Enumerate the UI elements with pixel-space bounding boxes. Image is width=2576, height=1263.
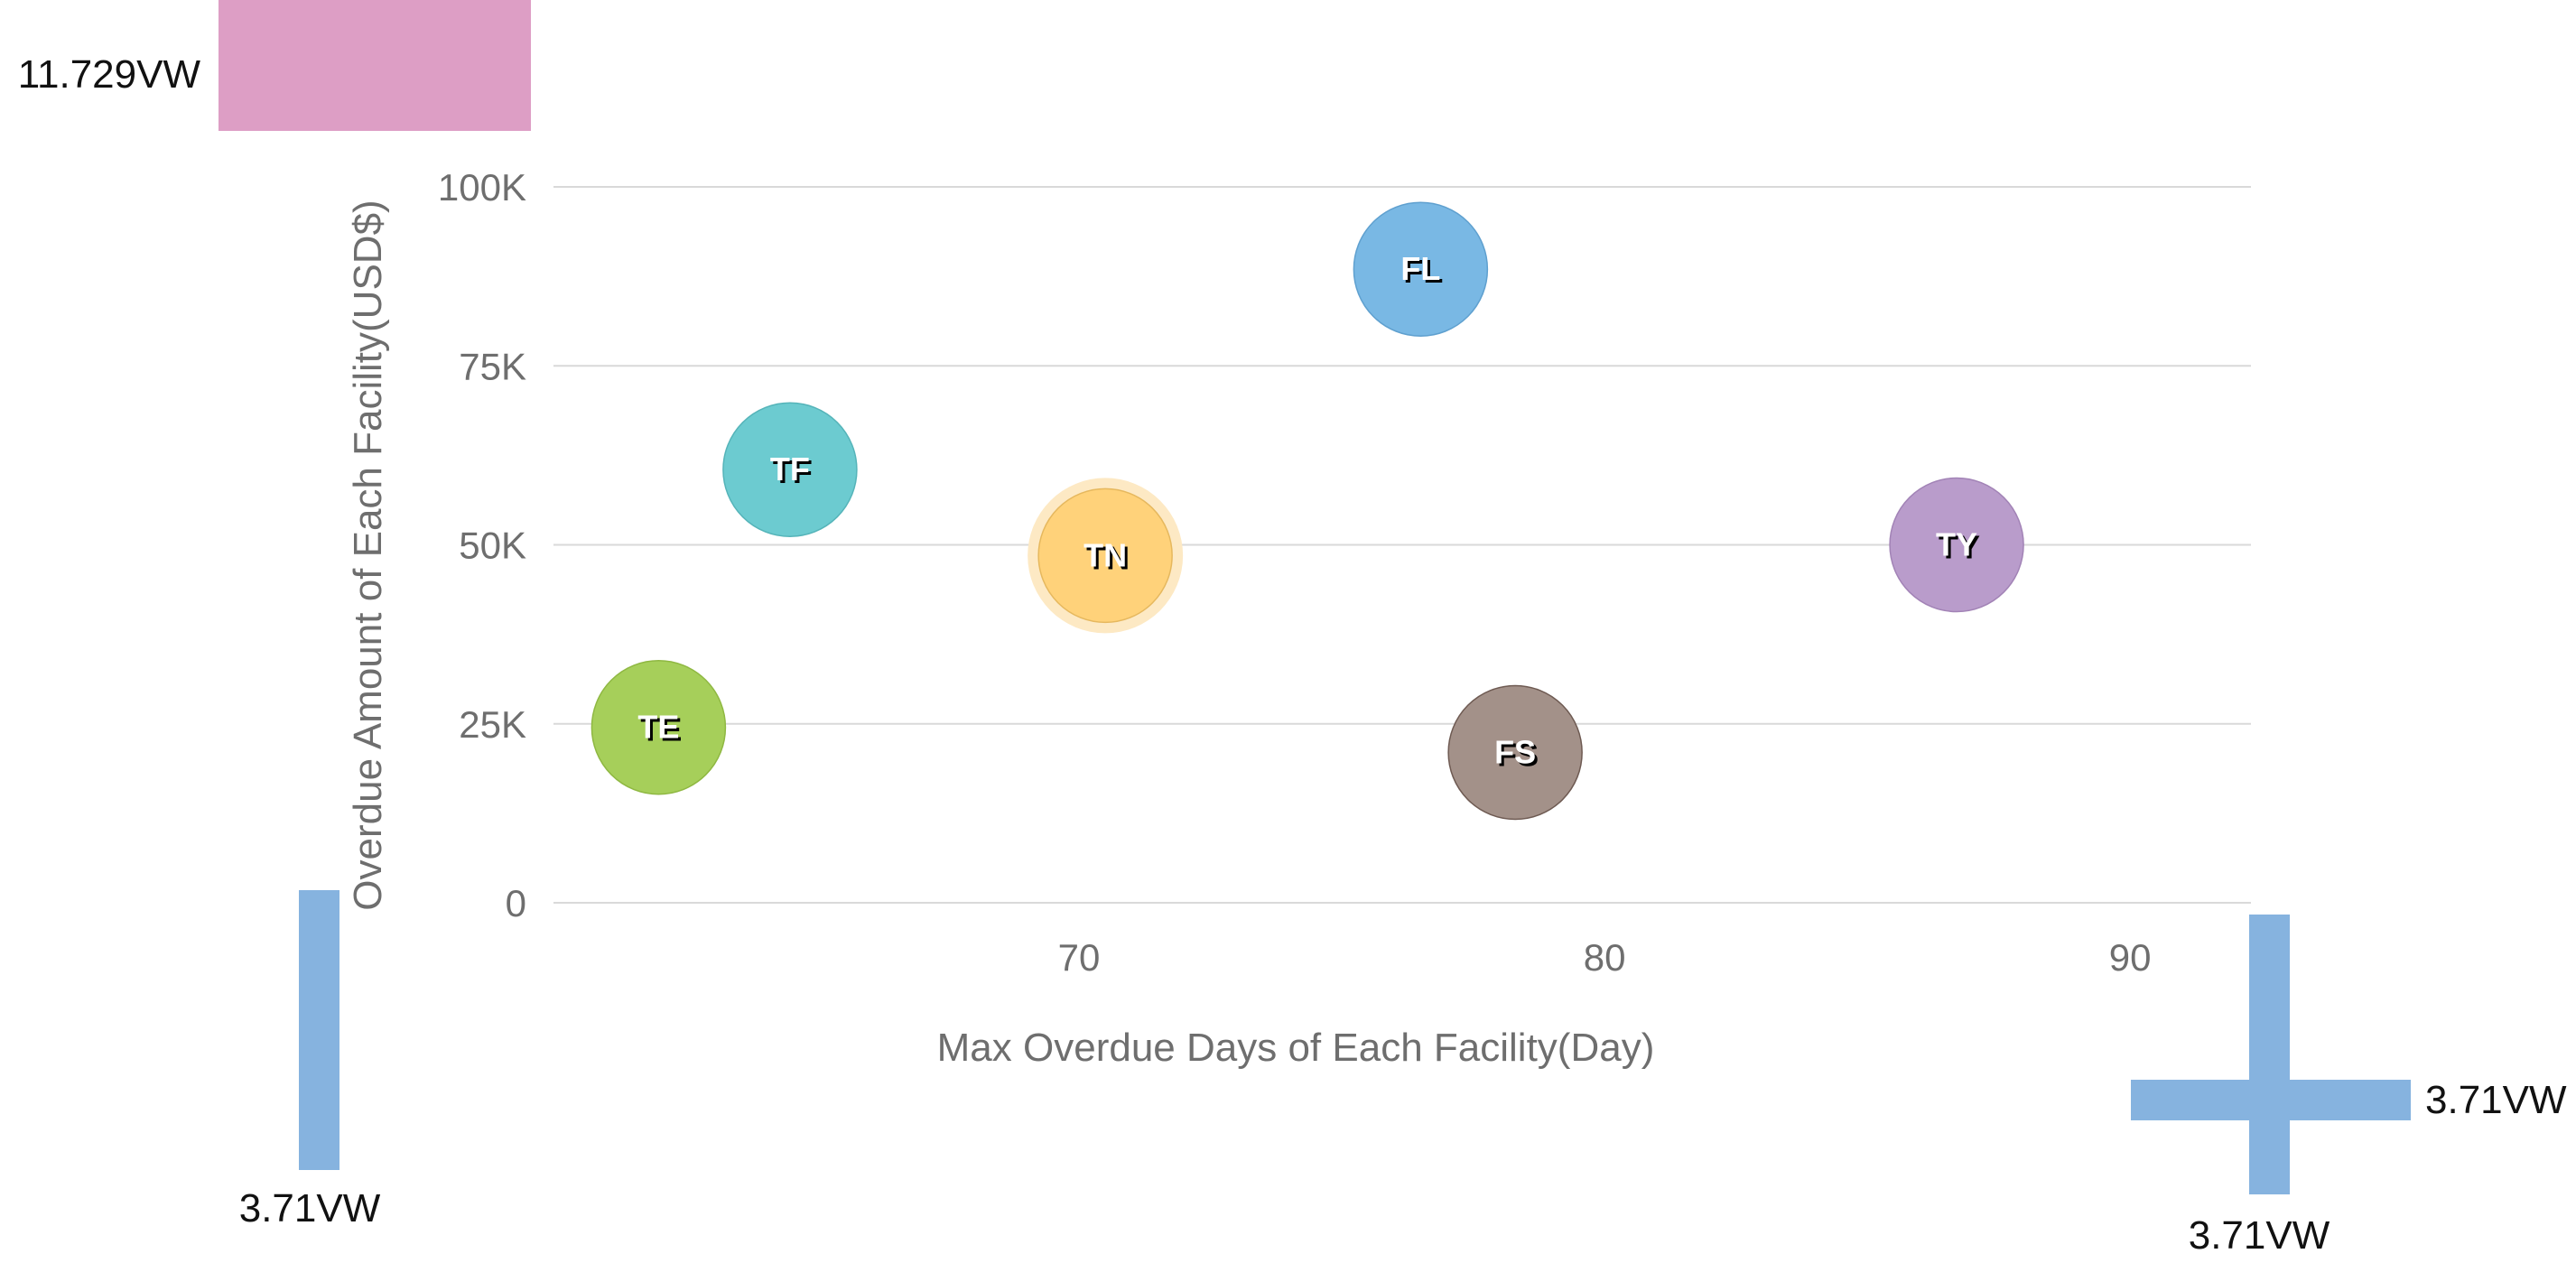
x-tick-label: 90 — [2109, 936, 2152, 979]
bubble-label: FS — [1494, 733, 1536, 770]
annotation-left-bar — [299, 890, 339, 1170]
y-axis-ticks: 0 25K 50K 75K 100K — [438, 166, 526, 924]
bubble-label-shadow: FL — [1403, 253, 1443, 290]
bubble-circle — [591, 659, 727, 795]
grid-lines — [553, 186, 2251, 904]
x-axis-ticks: 70 80 90 — [1058, 936, 2152, 979]
annotation-cross-horizontal — [2131, 1080, 2411, 1120]
y-tick-label: 50K — [459, 525, 526, 567]
bubble-circle — [1353, 201, 1489, 337]
bubble-label: TF — [770, 450, 810, 488]
bubble-label: TE — [637, 709, 679, 746]
bubble-label-shadow: TN — [1086, 539, 1130, 576]
bubble-circle — [1037, 488, 1173, 624]
y-tick-label: 100K — [438, 166, 526, 209]
bubble-circle — [722, 402, 858, 537]
bubble-label-shadow: TY — [1939, 529, 1980, 566]
x-tick-label: 80 — [1584, 936, 1626, 979]
x-axis-title: Max Overdue Days of Each Facility(Day) — [937, 1026, 1655, 1070]
annotation-cross-vertical — [2249, 915, 2290, 1194]
bubble-label: TN — [1083, 536, 1127, 573]
bubble-label: FL — [1400, 250, 1440, 287]
annotation-cross-bottom-label: 3.71VW — [2189, 1213, 2330, 1258]
y-tick-label: 0 — [506, 882, 526, 924]
bubble-circle — [1889, 477, 2024, 613]
y-axis-title: Overdue Amount of Each Facility(USD$) — [346, 200, 390, 910]
y-tick-label: 25K — [459, 703, 526, 746]
annotation-pink-label: 11.729VW — [18, 52, 201, 97]
y-tick-label: 75K — [459, 345, 526, 387]
annotation-left-label: 3.71VW — [239, 1186, 381, 1230]
bubble-label-shadow: TE — [640, 711, 682, 748]
bubble-label-shadow: TF — [773, 453, 813, 490]
annotation-cross-right-label: 3.71VW — [2425, 1078, 2567, 1122]
annotation-pink-bar — [219, 0, 531, 131]
x-tick-label: 70 — [1058, 936, 1101, 979]
bubble-circle — [1447, 684, 1583, 821]
bubble-label-shadow: FS — [1497, 736, 1539, 773]
bubble-label: TY — [1936, 526, 1977, 563]
